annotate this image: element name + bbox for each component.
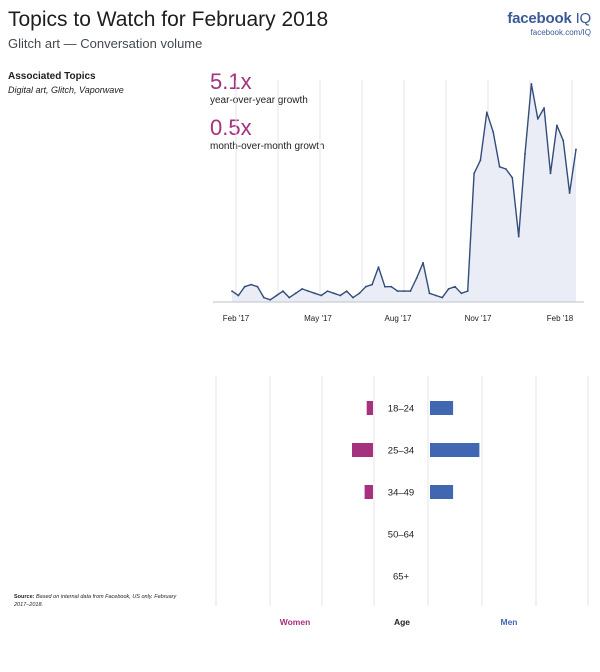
age-label-18–24: 18–24 xyxy=(388,404,414,415)
volume-point-11 xyxy=(301,288,303,290)
volume-point-51 xyxy=(556,124,558,127)
volume-point-39 xyxy=(479,159,482,162)
volume-point-48 xyxy=(536,118,539,120)
volume-point-22 xyxy=(371,283,373,286)
age-label-65+: 65+ xyxy=(393,572,410,583)
age-label-50–64: 50–64 xyxy=(388,530,414,541)
volume-point-17 xyxy=(339,294,342,297)
page-subtitle: Glitch art — Conversation volume xyxy=(8,36,203,51)
volume-point-32 xyxy=(435,294,437,297)
volume-point-50 xyxy=(549,172,552,175)
volume-point-2 xyxy=(243,285,246,288)
volume-point-6 xyxy=(269,298,272,301)
volume-point-5 xyxy=(263,296,265,299)
volume-point-35 xyxy=(454,285,456,288)
volume-point-54 xyxy=(575,148,577,151)
volume-point-30 xyxy=(422,261,424,264)
volume-point-16 xyxy=(333,292,335,295)
volume-point-49 xyxy=(543,107,545,109)
volume-point-38 xyxy=(473,172,475,175)
men-bar-34–49 xyxy=(430,485,454,499)
volume-point-46 xyxy=(524,152,526,155)
volume-point-0 xyxy=(231,290,233,292)
volume-point-4 xyxy=(256,285,259,288)
x-tick-label-3: Nov '17 xyxy=(465,314,492,323)
volume-point-12 xyxy=(307,290,310,292)
volume-area xyxy=(232,84,576,302)
volume-point-47 xyxy=(530,83,533,85)
x-tick-label-0: Feb '17 xyxy=(223,314,250,323)
x-tick-label-4: Feb '18 xyxy=(547,314,574,323)
volume-point-1 xyxy=(237,294,240,297)
volume-point-36 xyxy=(460,292,463,295)
x-tick-label-2: Aug '17 xyxy=(385,314,412,323)
women-bar-34–49 xyxy=(364,485,373,499)
legend-women: Women xyxy=(280,617,311,627)
volume-point-13 xyxy=(313,292,316,295)
brand-logo[interactable]: facebook IQ facebook.com/IQ xyxy=(507,10,591,37)
volume-point-25 xyxy=(390,285,393,288)
volume-point-3 xyxy=(250,283,253,286)
volume-point-40 xyxy=(485,111,488,114)
brand-name: facebook IQ xyxy=(507,10,591,27)
volume-point-20 xyxy=(358,292,361,295)
volume-point-10 xyxy=(294,292,297,295)
volume-point-15 xyxy=(326,290,329,292)
volume-point-33 xyxy=(441,296,444,299)
volume-point-52 xyxy=(562,139,565,142)
mom-growth-label: month-over-month growth xyxy=(210,141,325,152)
volume-point-44 xyxy=(511,176,514,179)
volume-point-7 xyxy=(275,294,278,297)
mom-growth-value: 0.5x xyxy=(210,115,252,140)
volume-point-21 xyxy=(364,285,367,288)
volume-point-27 xyxy=(403,290,405,292)
volume-point-26 xyxy=(396,290,399,292)
volume-point-19 xyxy=(352,296,354,299)
conversation-volume-chart: Feb '17 May '17 Aug '17 Nov '17 Feb '18 xyxy=(213,80,584,323)
men-bar-25–34 xyxy=(430,443,480,457)
volume-point-43 xyxy=(505,168,507,170)
brand-url[interactable]: facebook.com/IQ xyxy=(530,28,591,37)
x-tick-label-1: May '17 xyxy=(304,314,332,323)
women-bar-18–24 xyxy=(366,401,373,415)
volume-point-45 xyxy=(517,235,520,238)
source-note: Source: Based on internal data from Face… xyxy=(14,594,177,609)
associated-topics-list: Digital art, Glitch, Vaporwave xyxy=(8,85,124,95)
volume-point-42 xyxy=(498,165,501,168)
associated-topics-heading: Associated Topics xyxy=(8,71,96,82)
volume-point-8 xyxy=(282,290,284,292)
volume-point-29 xyxy=(415,277,418,279)
volume-point-34 xyxy=(447,288,450,290)
volume-point-24 xyxy=(384,285,386,288)
volume-point-23 xyxy=(377,266,380,268)
yoy-growth-label: year-over-year growth xyxy=(210,95,308,106)
yoy-growth-value: 5.1x xyxy=(210,69,252,94)
volume-point-28 xyxy=(409,290,412,292)
volume-point-18 xyxy=(345,290,348,292)
men-bar-18–24 xyxy=(430,401,454,415)
volume-point-53 xyxy=(568,192,571,194)
volume-point-14 xyxy=(320,294,323,297)
volume-point-37 xyxy=(466,290,469,292)
page-title: Topics to Watch for February 2018 xyxy=(8,8,329,31)
volume-point-41 xyxy=(492,131,495,133)
women-bar-25–34 xyxy=(352,443,373,457)
volume-point-31 xyxy=(428,292,431,295)
axis-label-age: Age xyxy=(394,617,410,627)
volume-point-9 xyxy=(288,296,291,299)
age-label-25–34: 25–34 xyxy=(388,446,414,457)
legend-men: Men xyxy=(501,617,518,627)
age-label-34–49: 34–49 xyxy=(388,488,414,499)
